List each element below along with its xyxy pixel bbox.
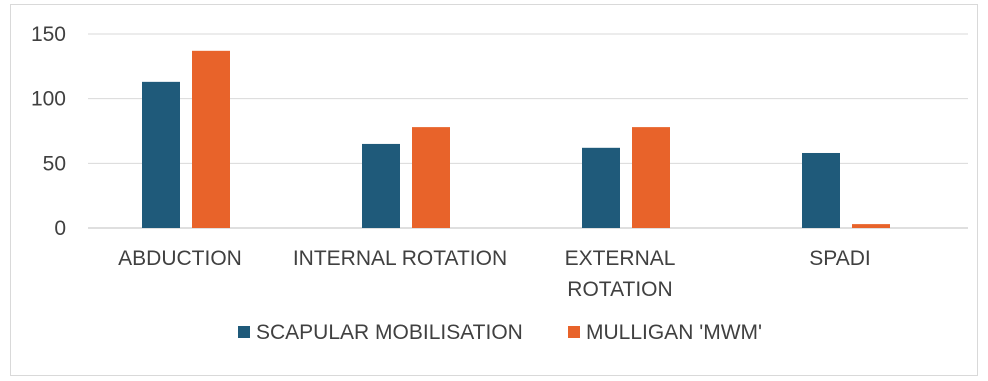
category-label: INTERNAL ROTATION	[293, 247, 507, 270]
bar-scapular-mobilisation-3	[802, 152, 840, 228]
x-axis-categories: ABDUCTION INTERNAL ROTATION EXTERNAL ROTATI…	[118, 247, 871, 301]
bar-mulligan-mwm-0	[192, 50, 230, 229]
y-tick-label: 0	[54, 217, 66, 240]
bar-scapular-mobilisation-1	[362, 143, 400, 228]
bar-scapular-mobilisation-2	[582, 147, 620, 228]
y-axis-ticks: 0 50 100 150	[31, 23, 66, 240]
bars	[142, 50, 890, 229]
bar-mulligan-mwm-1	[412, 127, 450, 228]
category-label: SPADI	[809, 247, 870, 270]
bar-mulligan-mwm-3	[852, 224, 890, 228]
y-tick-label: 150	[31, 23, 66, 46]
y-tick-label: 100	[31, 88, 66, 111]
legend-swatch	[568, 326, 580, 338]
category-label: EXTERNAL	[565, 247, 676, 270]
legend-label: SCAPULAR MOBILISATION	[256, 321, 523, 344]
bar-mulligan-mwm-2	[632, 127, 670, 228]
legend: SCAPULAR MOBILISATION MULLIGAN 'MWM'	[238, 321, 762, 344]
category-label: ABDUCTION	[118, 247, 242, 270]
category-label: ROTATION	[567, 278, 672, 301]
legend-swatch	[238, 326, 250, 338]
legend-label: MULLIGAN 'MWM'	[586, 321, 762, 344]
y-tick-label: 50	[43, 152, 66, 175]
bar-scapular-mobilisation-0	[142, 81, 180, 228]
